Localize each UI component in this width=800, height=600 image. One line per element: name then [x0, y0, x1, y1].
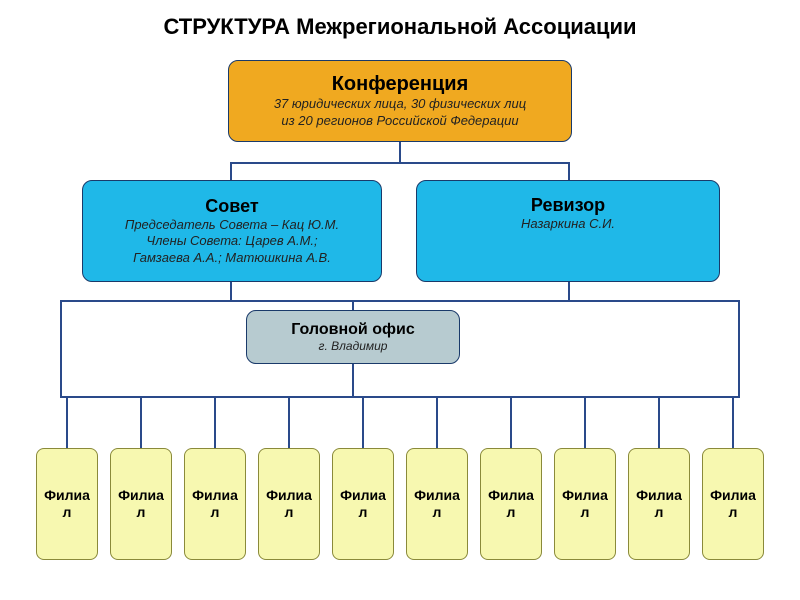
connector — [568, 162, 570, 180]
branch-node: Филиал — [110, 448, 172, 560]
connector — [60, 300, 62, 396]
diagram-title: СТРУКТУРА Межрегиональной Ассоциации — [0, 0, 800, 40]
connector — [214, 396, 216, 448]
auditor-sub1: Назаркина С.И. — [521, 216, 615, 232]
connector — [288, 396, 290, 448]
connector — [510, 396, 512, 448]
auditor-title: Ревизор — [531, 195, 605, 216]
conference-sub2: из 20 регионов Российской Федерации — [281, 113, 518, 129]
council-title: Совет — [205, 196, 258, 217]
head-office-node: Головной офис г. Владимир — [246, 310, 460, 364]
council-node: Совет Председатель Совета – Кац Ю.М. Чле… — [82, 180, 382, 282]
connector — [230, 162, 232, 180]
conference-title: Конференция — [332, 73, 469, 96]
council-sub2: Члены Совета: Царев А.М.; — [146, 233, 317, 249]
connector — [352, 364, 354, 396]
connector — [568, 282, 570, 300]
branch-node: Филиал — [628, 448, 690, 560]
connector — [352, 300, 354, 310]
branch-node: Филиал — [554, 448, 616, 560]
connector — [140, 396, 142, 448]
connector — [362, 396, 364, 448]
conference-node: Конференция 37 юридических лица, 30 физи… — [228, 60, 572, 142]
branch-node: Филиал — [332, 448, 394, 560]
connector — [60, 300, 740, 302]
connector — [738, 300, 740, 396]
conference-sub1: 37 юридических лица, 30 физических лиц — [274, 96, 526, 112]
connector — [399, 142, 401, 162]
head-office-sub: г. Владимир — [319, 339, 388, 354]
head-office-title: Головной офис — [291, 321, 414, 339]
title-part2: Межрегиональной Ассоциации — [296, 14, 636, 39]
connector — [230, 162, 570, 164]
branch-node: Филиал — [184, 448, 246, 560]
connector — [732, 396, 734, 448]
connector — [60, 396, 740, 398]
branch-node: Филиал — [406, 448, 468, 560]
branch-node: Филиал — [36, 448, 98, 560]
branches-row: ФилиалФилиалФилиалФилиалФилиалФилиалФили… — [36, 448, 764, 568]
connector — [658, 396, 660, 448]
council-sub3: Гамзаева А.А.; Матюшкина А.В. — [133, 250, 331, 266]
branch-node: Филиал — [702, 448, 764, 560]
title-part1: СТРУКТУРА — [163, 14, 290, 39]
auditor-node: Ревизор Назаркина С.И. — [416, 180, 720, 282]
connector — [584, 396, 586, 448]
connector — [436, 396, 438, 448]
council-sub1: Председатель Совета – Кац Ю.М. — [125, 217, 339, 233]
connector — [230, 282, 232, 300]
branch-node: Филиал — [480, 448, 542, 560]
branch-node: Филиал — [258, 448, 320, 560]
connector — [66, 396, 68, 448]
